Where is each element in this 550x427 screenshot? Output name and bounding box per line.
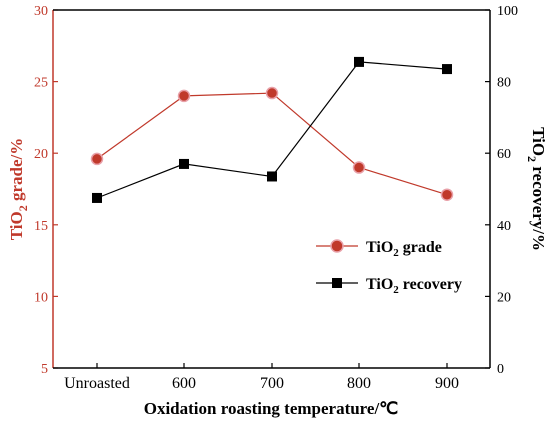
grade-point	[90, 152, 104, 166]
left-tick-label: 20	[34, 147, 48, 162]
right-tick-label: 80	[497, 76, 511, 91]
series-layer	[90, 56, 454, 203]
left-tick-label: 25	[34, 76, 48, 91]
recovery-point	[354, 56, 364, 67]
x-tick-label: Unroasted	[64, 375, 130, 392]
x-tick-label: 700	[260, 375, 284, 392]
left-tick-label: 10	[34, 290, 48, 305]
legend-item-recovery: TiO2 recovery	[316, 276, 462, 296]
recovery-point	[92, 192, 102, 203]
grade-point	[440, 188, 454, 201]
grade-point	[177, 89, 191, 103]
legend-recovery-marker	[332, 278, 342, 288]
right-tick-label: 0	[497, 362, 504, 377]
right-tick-label: 60	[497, 147, 511, 162]
recovery-point	[267, 171, 277, 182]
recovery-point	[442, 64, 452, 75]
right-axis-ticks: 0 20 40 60 80 100	[485, 4, 518, 377]
grade-point	[265, 86, 279, 100]
right-tick-label: 100	[497, 4, 518, 19]
x-axis-title: Oxidation roasting temperature/℃	[144, 399, 399, 418]
legend: TiO2 grade TiO2 recovery	[316, 239, 462, 296]
x-tick-label: 800	[347, 375, 371, 392]
x-axis-ticks: Unroasted 600 700 800 900	[64, 363, 459, 392]
recovery-point	[179, 158, 189, 169]
left-tick-label: 15	[34, 219, 48, 234]
left-tick-label: 30	[34, 4, 48, 19]
right-tick-label: 20	[497, 290, 511, 305]
x-tick-label: 600	[172, 375, 196, 392]
left-axis-ticks: 5 10 15 20 25 30	[34, 4, 58, 377]
legend-grade-marker	[330, 239, 344, 253]
right-tick-label: 40	[497, 219, 511, 234]
grade-point	[352, 161, 366, 174]
left-tick-label: 5	[41, 362, 48, 377]
x-tick-label: 900	[435, 375, 459, 392]
right-axis-title: TiO2 recovery/%	[525, 127, 548, 251]
left-axis-title: TiO2 grade/%	[7, 138, 30, 241]
legend-item-grade: TiO2 grade	[316, 239, 442, 259]
legend-grade-label: TiO2 grade	[366, 239, 442, 259]
legend-recovery-label: TiO2 recovery	[366, 276, 462, 296]
